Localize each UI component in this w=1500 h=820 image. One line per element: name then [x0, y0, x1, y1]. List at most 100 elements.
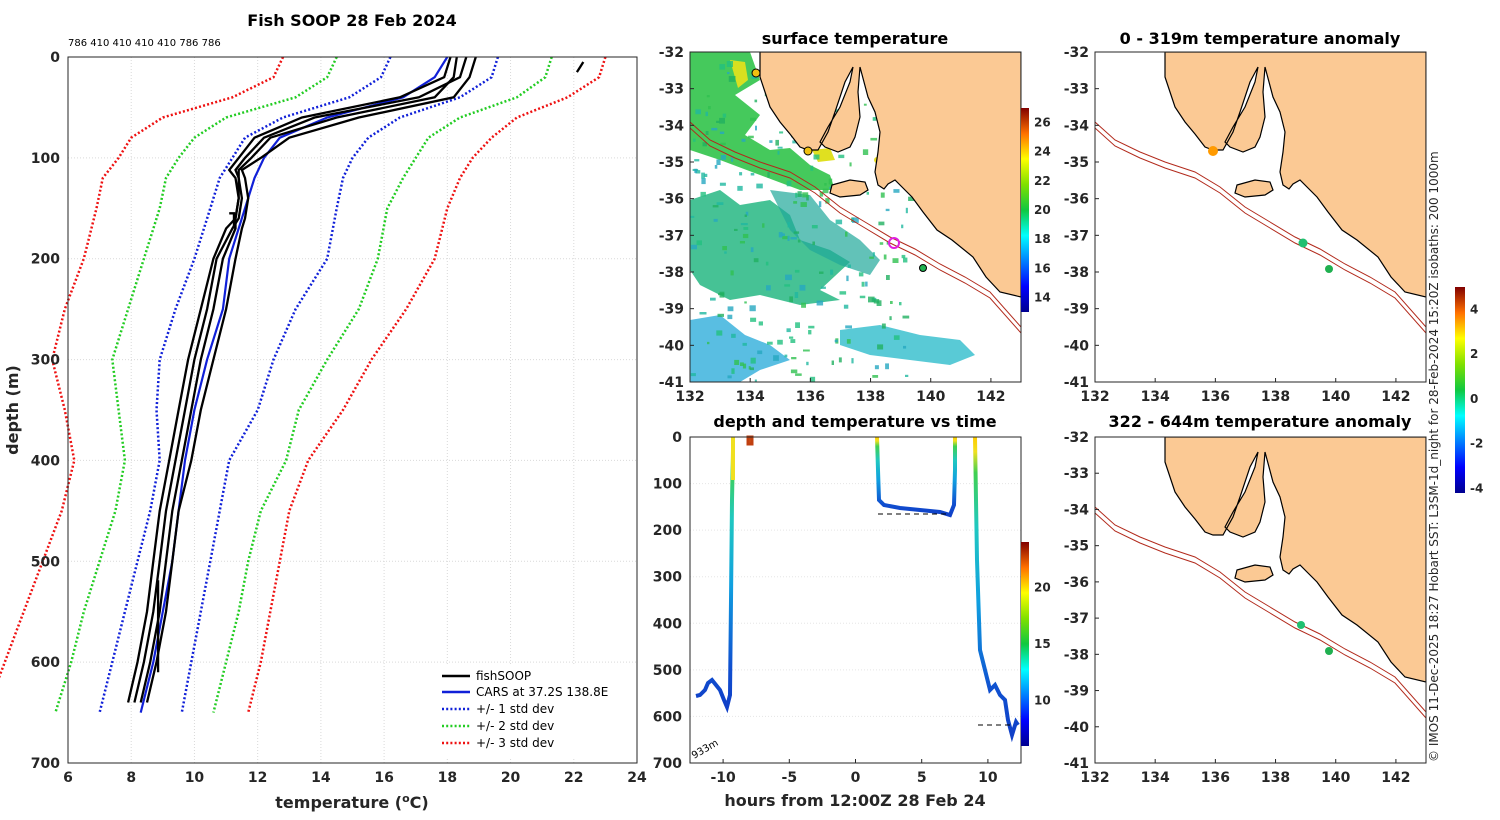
- sst-pixel: [767, 172, 770, 178]
- profile-fish-0: [139, 56, 458, 703]
- time-ytick: 600: [653, 709, 682, 725]
- sst-pixel: [749, 367, 754, 371]
- map-ytick: -36: [1064, 192, 1089, 208]
- map-xtick: 134: [1141, 770, 1170, 786]
- map-ytick: -41: [1064, 375, 1089, 391]
- sst-pixel: [755, 125, 757, 131]
- colorbar-tick: 15: [1034, 637, 1051, 651]
- time-ytick: 200: [653, 523, 682, 539]
- map-ytick: -38: [1064, 647, 1089, 663]
- time-ytick: 100: [653, 477, 682, 493]
- sst-pixel: [704, 173, 708, 177]
- sst-pixel: [879, 242, 884, 245]
- sst-pixel: [695, 170, 701, 174]
- profile-ytick: 100: [31, 151, 60, 167]
- sst-pixel: [711, 127, 718, 131]
- sst-pixel: [724, 251, 727, 254]
- sst-pixel: [806, 194, 809, 201]
- anomaly-top-isobath-1000: [1095, 127, 1426, 334]
- time-ytick: 400: [653, 616, 682, 632]
- profile-ytick: 500: [31, 554, 60, 570]
- sst-pixel: [767, 341, 773, 345]
- sst-patch-sw: [690, 315, 790, 382]
- map-xtick: 138: [856, 389, 885, 405]
- profile-ytick: 700: [31, 756, 60, 772]
- map-ytick: -38: [659, 265, 684, 281]
- sst-pixel: [818, 201, 822, 208]
- sst-isobath-200: [690, 121, 1021, 328]
- profile-xtick: 16: [374, 770, 393, 786]
- sst-pixel: [739, 172, 743, 176]
- map-ytick: -37: [659, 228, 684, 244]
- time-x-label: hours from 12:00Z 28 Feb 24: [724, 791, 985, 810]
- sst-pixel: [754, 379, 757, 382]
- sst-pixel: [819, 191, 824, 197]
- sst-pixel: [779, 131, 784, 134]
- sst-pixel: [901, 254, 906, 259]
- profile-series-minus3: [0, 56, 285, 679]
- colorbar-tick: 4: [1470, 302, 1478, 316]
- colorbar-tick: 18: [1034, 232, 1051, 246]
- map-ytick: -36: [659, 192, 684, 208]
- sst-pixel: [852, 217, 859, 223]
- profile-fish-kink: [229, 212, 236, 229]
- time-traces: 933m: [690, 435, 1020, 762]
- sst-pixel: [712, 205, 719, 208]
- profile-ytick: 200: [31, 252, 60, 268]
- sst-pixel: [847, 264, 851, 268]
- map-xtick: 136: [796, 389, 825, 405]
- anomaly-top-axes-box: [1094, 51, 1427, 383]
- sst-pixel: [890, 301, 893, 304]
- profile-chart: Fish SOOP 28 Feb 2024 786 410 410 410 41…: [0, 11, 647, 812]
- time-xtick: 0: [851, 770, 861, 786]
- profile-xtick: 18: [438, 770, 457, 786]
- sst-pixel: [786, 328, 791, 333]
- time-xtick: 5: [917, 770, 927, 786]
- sst-pixel: [750, 357, 756, 364]
- colorbar-tick: -4: [1470, 482, 1483, 496]
- profile-ytick: 0: [50, 50, 60, 66]
- sst-pixel: [905, 374, 909, 377]
- sst-pixel: [753, 258, 759, 263]
- sst-marker-cars: [888, 237, 900, 249]
- sst-pixel: [749, 305, 756, 312]
- sst-pixel: [693, 138, 696, 142]
- sst-pixel: [834, 339, 838, 343]
- sst-ticks: 132 134 136 138 140 142 -32 -33 -34 -35 -36 -37 -38 -…: [659, 45, 1006, 405]
- sst-pixel: [727, 375, 732, 379]
- anomaly-top-marker-port: [1208, 146, 1218, 156]
- profile-fish-2: [145, 56, 477, 703]
- sst-pixel: [727, 72, 730, 75]
- sst-pixel: [819, 271, 824, 274]
- sst-pixel: [845, 231, 848, 237]
- sst-pixel: [800, 202, 807, 207]
- sst-pixel: [801, 302, 806, 308]
- sst-pixel: [905, 207, 908, 214]
- anomaly-top-field: [1095, 52, 1426, 382]
- profile-xtick: 20: [501, 770, 521, 786]
- sst-pixel: [726, 61, 733, 67]
- legend-std2: +/- 2 std dev: [476, 719, 554, 733]
- sst-pixel: [762, 223, 765, 228]
- sst-pixel: [716, 202, 724, 205]
- map-ytick: -34: [659, 118, 685, 134]
- map-ytick: -35: [1064, 539, 1089, 555]
- sst-pixel: [874, 365, 879, 370]
- sst-pixel: [865, 281, 868, 287]
- sst-pixel: [734, 359, 740, 365]
- map-xtick: 142: [976, 389, 1005, 405]
- sst-isobath-1000: [690, 127, 1021, 334]
- sst-pixel: [777, 339, 783, 345]
- sst-pixel: [886, 241, 890, 245]
- sst-pixel: [786, 180, 792, 187]
- sst-pixel: [690, 373, 696, 377]
- anomaly-top-isobath-200: [1095, 121, 1426, 328]
- map-ytick: -40: [659, 338, 685, 354]
- profile-fish-4: [575, 61, 585, 73]
- sst-pixel: [700, 191, 706, 197]
- sst-warm-coast: [730, 60, 748, 88]
- sst-pixel: [784, 354, 788, 358]
- sst-pixel: [839, 291, 847, 295]
- profile-legend: fishSOOP CARS at 37.2S 138.8E +/- 1 std …: [436, 664, 632, 758]
